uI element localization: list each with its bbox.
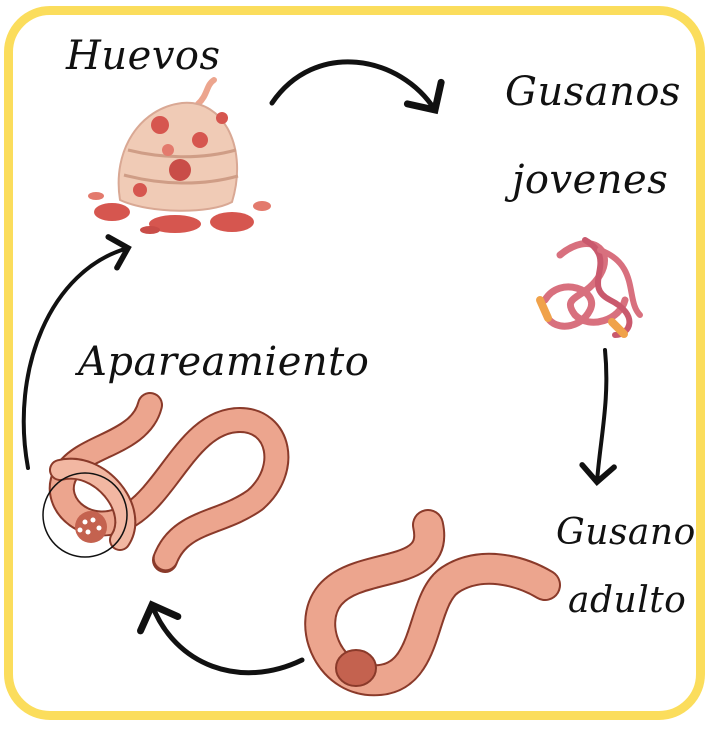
arrow-eggs-to-young — [269, 59, 445, 115]
label-eggs: Huevos — [66, 33, 221, 79]
arrow-adult-to-mating — [137, 600, 305, 676]
label-young-line1: Gusanos — [505, 69, 681, 115]
young-worms-icon — [536, 237, 643, 338]
arrow-young-to-adult — [579, 348, 617, 486]
label-adult-line2: adulto — [568, 580, 687, 621]
label-adult-line1: Gusano — [556, 512, 696, 553]
label-young-line2: jovenes — [512, 157, 669, 203]
egg-mound-icon — [88, 77, 271, 234]
cycle-frame — [4, 6, 705, 720]
adult-worm-icon — [304, 509, 561, 697]
label-mating: Apareamiento — [78, 339, 370, 385]
mating-worms-icon — [42, 392, 290, 573]
arrow-mating-to-eggs — [21, 234, 132, 470]
